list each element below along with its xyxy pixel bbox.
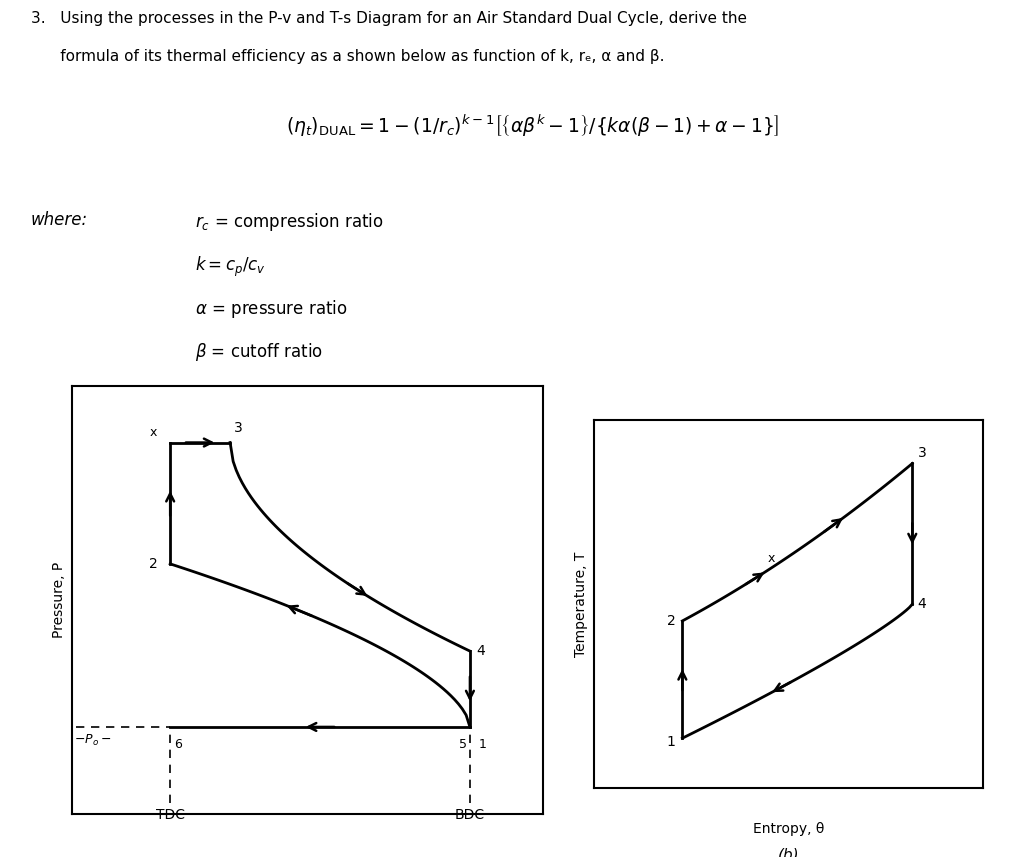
Text: 2: 2 [148, 557, 158, 571]
Text: BDC: BDC [455, 808, 485, 823]
Text: 1: 1 [478, 739, 486, 752]
Text: 1: 1 [667, 734, 675, 748]
Text: (b): (b) [777, 848, 800, 857]
Text: 2: 2 [667, 614, 675, 628]
Text: x: x [150, 426, 158, 439]
Text: 3: 3 [918, 446, 927, 460]
Text: $\beta$ = cutoff ratio: $\beta$ = cutoff ratio [195, 341, 323, 363]
Text: where:: where: [31, 211, 88, 229]
Text: 4: 4 [476, 644, 485, 658]
Text: $\left(\eta_t\right)_{\mathrm{DUAL}} = 1 - (1/r_c)^{k-1}\left[\left\{\alpha\beta: $\left(\eta_t\right)_{\mathrm{DUAL}} = 1… [286, 113, 779, 140]
Text: formula of its thermal efficiency as a shown below as function of k, rₑ, α and β: formula of its thermal efficiency as a s… [31, 49, 665, 64]
Text: x: x [768, 552, 775, 565]
Text: TDC: TDC [156, 808, 184, 823]
Text: 3: 3 [234, 421, 243, 435]
Text: Entropy, θ: Entropy, θ [753, 822, 824, 836]
Text: 4: 4 [918, 597, 927, 611]
Y-axis label: Temperature, T: Temperature, T [574, 552, 589, 656]
Text: $r_c$ = compression ratio: $r_c$ = compression ratio [195, 211, 383, 233]
Y-axis label: Pressure, P: Pressure, P [52, 562, 67, 638]
Text: $k = c_p/c_v$: $k = c_p/c_v$ [195, 255, 265, 279]
Text: $\alpha$ = pressure ratio: $\alpha$ = pressure ratio [195, 298, 347, 320]
Text: $- P_o -$: $- P_o -$ [74, 733, 111, 747]
Text: 5: 5 [460, 739, 468, 752]
Text: 6: 6 [174, 739, 182, 752]
Text: 3.   Using the processes in the P-v and T-s Diagram for an Air Standard Dual Cyc: 3. Using the processes in the P-v and T-… [31, 11, 746, 27]
